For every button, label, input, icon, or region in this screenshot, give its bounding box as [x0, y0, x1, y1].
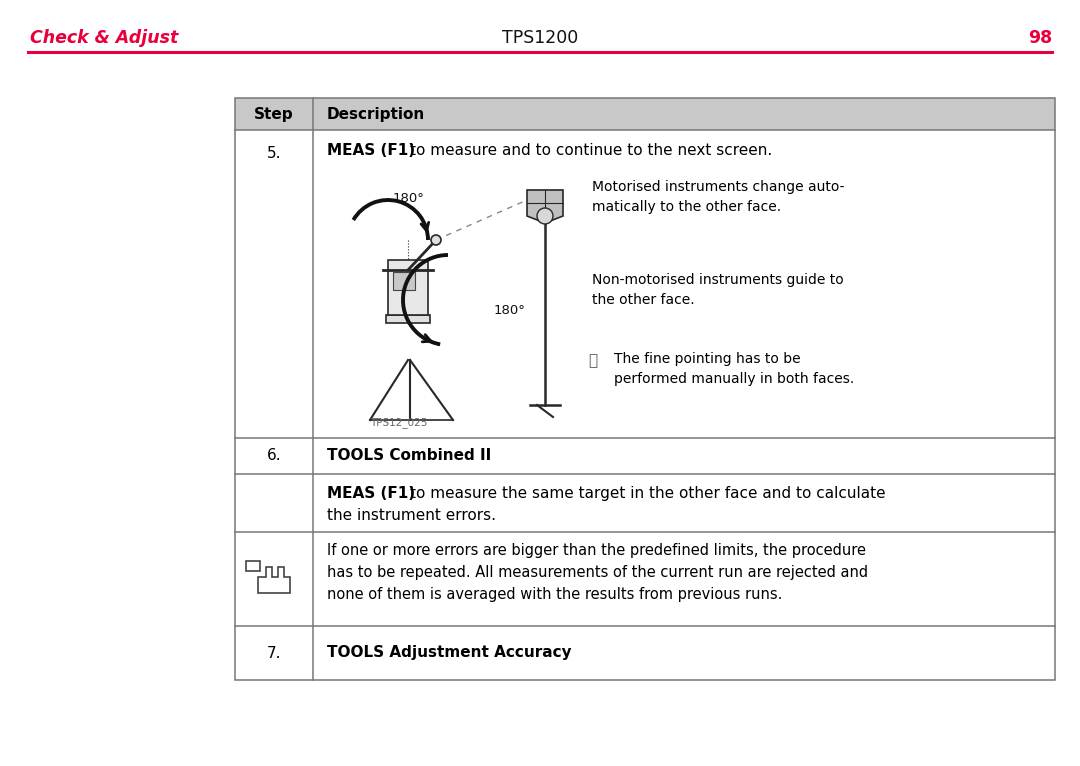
Text: If one or more errors are bigger than the predefined limits, the procedure
has t: If one or more errors are bigger than th…: [327, 543, 868, 602]
Text: 98: 98: [1028, 29, 1052, 47]
Text: MEAS (F1): MEAS (F1): [327, 143, 415, 158]
Polygon shape: [258, 567, 291, 593]
Bar: [388, 260, 428, 315]
Text: TPS12_025: TPS12_025: [370, 417, 428, 428]
Text: MEAS (F1): MEAS (F1): [327, 486, 415, 501]
Bar: [386, 315, 430, 323]
Text: the instrument errors.: the instrument errors.: [327, 508, 496, 523]
Bar: [246, 561, 260, 571]
Text: TOOLS Combined II: TOOLS Combined II: [327, 449, 491, 463]
Text: 180°: 180°: [393, 192, 424, 205]
Bar: [235, 98, 1055, 130]
Bar: [235, 98, 1055, 680]
Text: Motorised instruments change auto-
matically to the other face.: Motorised instruments change auto- matic…: [592, 180, 845, 214]
Circle shape: [431, 235, 441, 245]
Text: 7.: 7.: [267, 646, 281, 660]
Text: 6.: 6.: [267, 449, 281, 463]
Text: 180°: 180°: [494, 303, 526, 316]
Polygon shape: [527, 190, 563, 223]
Text: The fine pointing has to be
performed manually in both faces.: The fine pointing has to be performed ma…: [615, 352, 854, 386]
Text: Non-motorised instruments guide to
the other face.: Non-motorised instruments guide to the o…: [592, 273, 843, 307]
Text: to measure the same target in the other face and to calculate: to measure the same target in the other …: [410, 486, 886, 501]
Text: TOOLS Adjustment Accuracy: TOOLS Adjustment Accuracy: [327, 646, 571, 660]
Circle shape: [537, 208, 553, 224]
Text: Check & Adjust: Check & Adjust: [30, 29, 178, 47]
Text: to measure and to continue to the next screen.: to measure and to continue to the next s…: [410, 143, 772, 158]
Text: Description: Description: [327, 106, 426, 122]
Text: 5.: 5.: [267, 146, 281, 161]
Text: TPS1200: TPS1200: [502, 29, 578, 47]
Text: 👆: 👆: [588, 353, 597, 368]
Text: Step: Step: [254, 106, 294, 122]
Bar: [393, 272, 415, 290]
